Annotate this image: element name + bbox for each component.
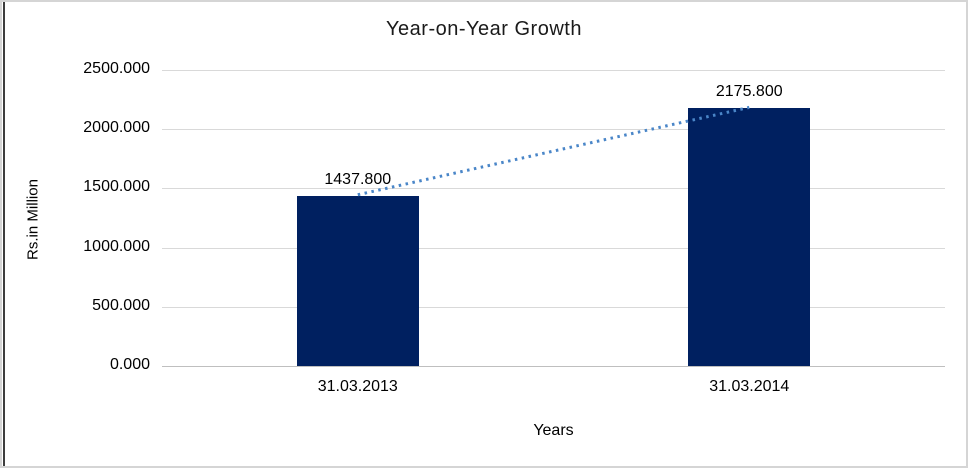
y-tick-label: 2500.000 — [83, 60, 150, 77]
y-tick-label: 1500.000 — [83, 178, 150, 196]
y-tick-label: 1000.000 — [83, 237, 150, 255]
left-accent-line — [3, 2, 5, 466]
x-axis-line — [162, 366, 945, 367]
gridline — [162, 247, 945, 249]
y-axis-title: Rs.in Million — [24, 179, 42, 260]
x-category-label: 31.03.2013 — [317, 378, 398, 395]
x-category-label: 31.03.2014 — [709, 378, 790, 395]
plot-area: 1437.800 2175.800 — [162, 70, 945, 367]
y-tick-label: 500.000 — [92, 296, 150, 314]
gridline — [162, 188, 945, 190]
y-tick-label: 0.000 — [109, 356, 150, 373]
bar-31.03.2014 — [688, 108, 811, 366]
gridline — [162, 70, 945, 71]
gridline — [162, 129, 945, 131]
y-tick-label: 2000.000 — [83, 119, 150, 137]
x-axis-title: Years — [533, 422, 574, 439]
bar-31.03.2013 — [296, 195, 419, 366]
gridline — [162, 306, 945, 308]
data-label: 1437.800 — [324, 170, 392, 188]
data-label: 2175.800 — [715, 83, 783, 101]
chart-title: Year-on-Year Growth — [386, 18, 582, 40]
trendline — [357, 105, 750, 197]
